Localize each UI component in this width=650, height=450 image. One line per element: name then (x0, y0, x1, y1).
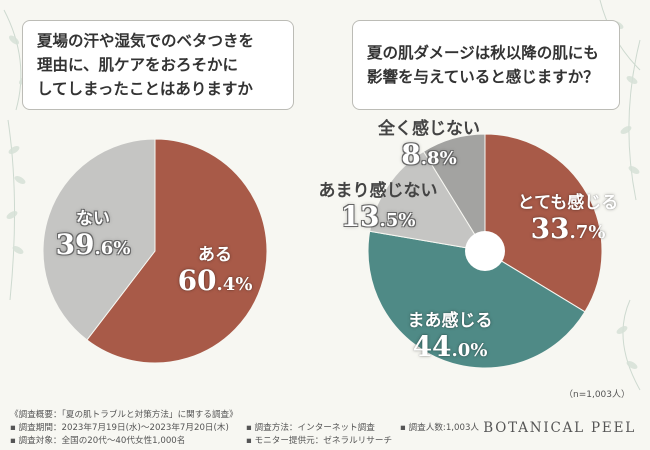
chart2-label-amari-dec: .5% (379, 210, 416, 231)
chart1-label-aru: ある 60.4% (160, 244, 270, 300)
chart1-label-aru-name: ある (198, 245, 232, 265)
chart2-label-maa-name: まあ感じる (407, 311, 493, 331)
chart1-label-nai-dec: .6% (94, 238, 131, 259)
footer-period: ▪ 調査期間：2023年7月19日(水)〜2023年7月20日(木) (10, 423, 229, 433)
chart2-label-mattaku-dec: .8% (420, 148, 457, 169)
chart2-label-amari: あまり感じない 13.5% (318, 180, 438, 236)
footer-overview: 《調査概要：「夏の肌トラブルと対策方法」に関する調査》 (10, 410, 238, 420)
question-2-box: 夏の肌ダメージは秋以降の肌にも 影響を与えていると感じますか？ (352, 20, 620, 110)
chart2-label-maa-dec: .0% (451, 340, 488, 361)
chart1-label-aru-dec: .4% (216, 274, 253, 295)
footer-count: ▪ 調査人数:1,003人 (400, 423, 480, 433)
chart2-label-amari-name: あまり感じない (318, 181, 438, 201)
footer-monitor: ▪ モニター提供元：ゼネラルリサーチ (246, 436, 393, 446)
chart2-label-maa-int: 44 (412, 330, 452, 363)
question-1-text: 夏場の汗や湿気でのベタつきを 理由に、肌ケアをおろそかに してしまったことはあり… (37, 31, 255, 98)
chart1-label-nai-int: 39 (55, 228, 95, 261)
chart2-label-totemo-dec: .7% (569, 222, 606, 243)
chart1-label-nai-name: ない (76, 209, 110, 229)
question-1-box: 夏場の汗や湿気でのベタつきを 理由に、肌ケアをおろそかに してしまったことはあり… (22, 20, 294, 110)
chart2-slice-1 (367, 230, 586, 369)
chart1-label-aru-int: 60 (177, 264, 217, 297)
pie-chart-1 (42, 138, 268, 364)
chart2-label-mattaku: 全く感じない 8.8% (374, 118, 484, 174)
chart2-label-maa: まあ感じる 44.0% (390, 310, 510, 366)
survey-footer: 《調査概要：「夏の肌トラブルと対策方法」に関する調査》 ▪ 調査期間：2023年… (0, 404, 650, 450)
question-2-text: 夏の肌ダメージは秋以降の肌にも 影響を与えていると感じますか？ (367, 43, 599, 86)
chart2-label-totemo-name: とても感じる (517, 193, 619, 213)
brand-logo: BOTANICAL PEEL (483, 420, 636, 436)
chart2-slice-2 (369, 150, 487, 252)
footer-target: ▪ 調査対象：全国の20代〜40代女性1,000名 (10, 436, 186, 446)
chart2-center-hole (465, 231, 505, 271)
footer-method: ▪ 調査方法：インターネット調査 (246, 423, 375, 433)
chart2-label-mattaku-int: 8 (401, 138, 421, 171)
chart2-slice-0 (484, 133, 603, 313)
chart2-label-totemo-int: 33 (530, 212, 570, 245)
chart1-slice-0 (86, 138, 268, 364)
chart2-label-totemo: とても感じる 33.7% (508, 192, 628, 248)
sample-size-note: （n=1,003人） (563, 390, 630, 400)
chart1-slice-1 (42, 138, 156, 341)
chart2-label-mattaku-name: 全く感じない (378, 119, 480, 139)
pie-chart-2 (367, 133, 603, 369)
chart2-label-amari-int: 13 (340, 200, 380, 233)
chart2-slice-3 (422, 133, 486, 253)
chart1-label-nai: ない 39.6% (48, 208, 138, 264)
